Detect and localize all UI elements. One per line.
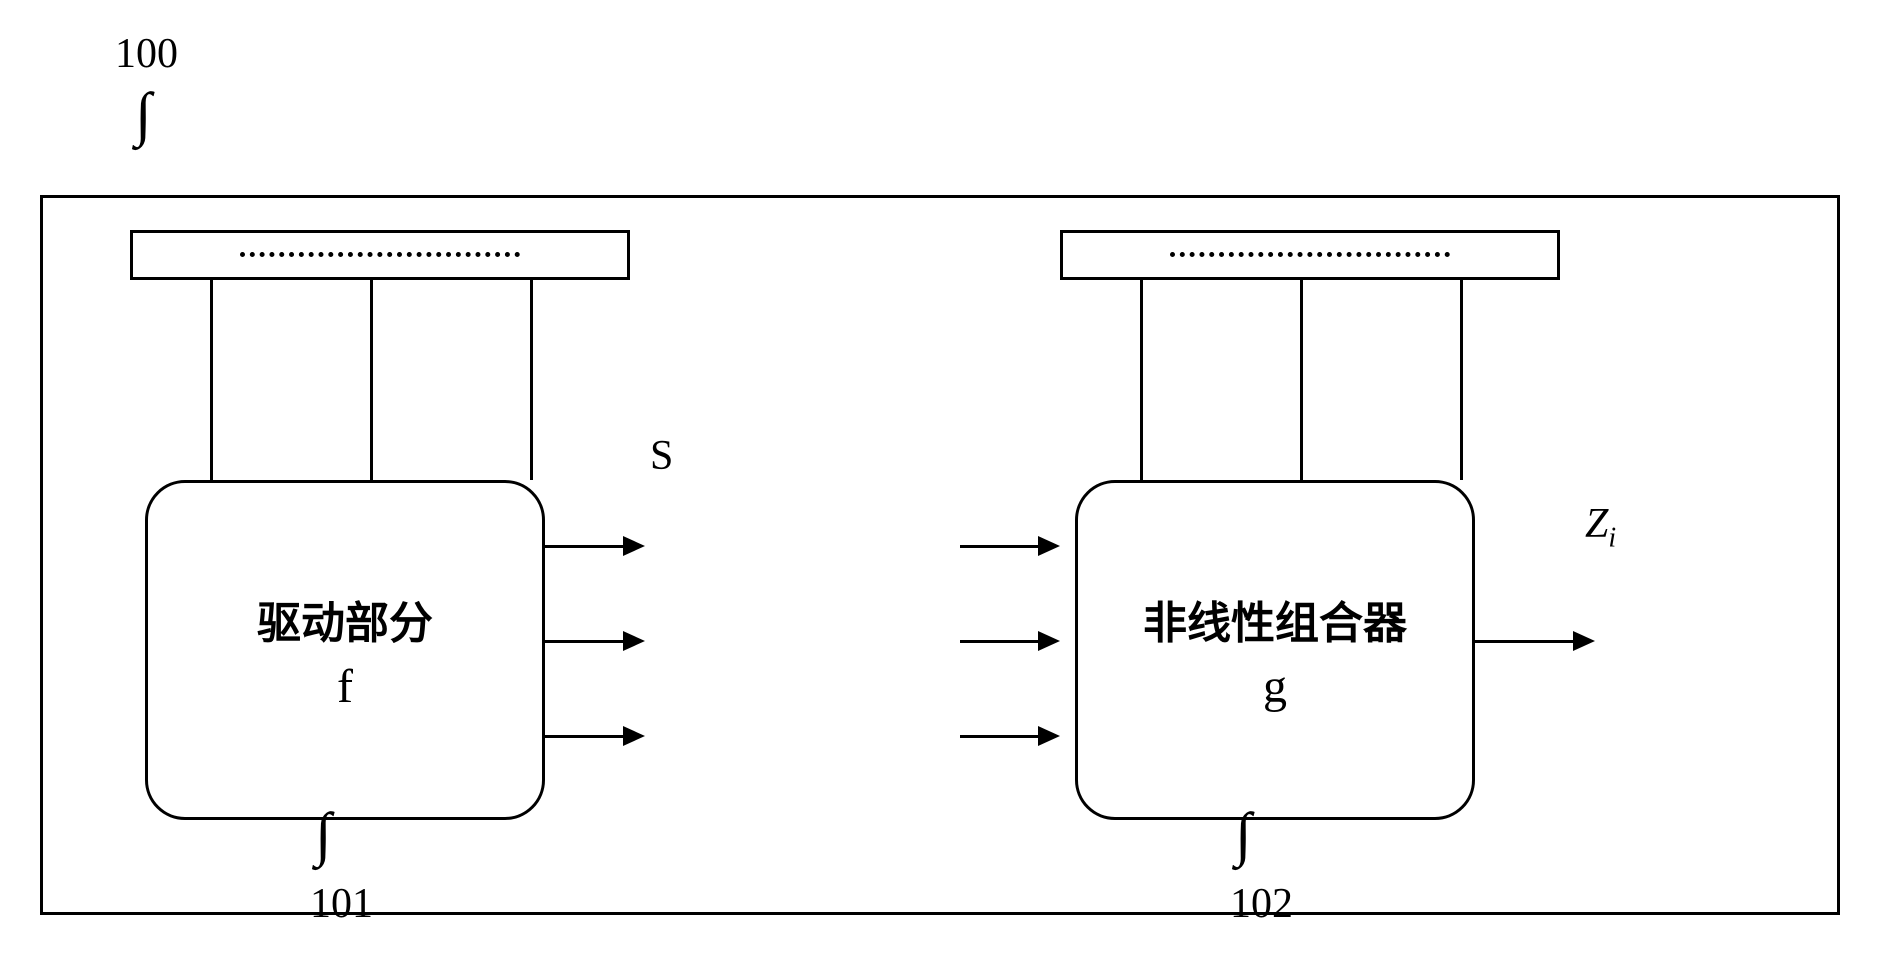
- left-register-dots: [240, 252, 520, 257]
- right-module-box: 非线性组合器 g: [1075, 480, 1475, 820]
- block-diagram: 100 ∫ 驱动部分 f S ∫ 101 非线性组合器 g Zi: [0, 0, 1888, 964]
- right-out-arrow-line: [1475, 640, 1575, 643]
- right-in-arrow-2-line: [960, 640, 1040, 643]
- main-reference-tilde: ∫: [135, 80, 151, 149]
- right-module-symbol: g: [1263, 659, 1287, 714]
- right-in-arrow-2-head: [1038, 631, 1060, 651]
- left-module-symbol: f: [337, 659, 353, 714]
- left-out-arrow-3-head: [623, 726, 645, 746]
- left-out-arrow-2-head: [623, 631, 645, 651]
- right-output-label: Zi: [1585, 500, 1616, 554]
- left-module-box: 驱动部分 f: [145, 480, 545, 820]
- right-in-arrow-3-head: [1038, 726, 1060, 746]
- right-reference-label: 102: [1230, 880, 1293, 928]
- left-module-title: 驱动部分: [257, 587, 433, 651]
- right-connector-3: [1460, 280, 1463, 480]
- right-out-arrow-head: [1573, 631, 1595, 651]
- left-out-arrow-3-line: [545, 735, 625, 738]
- left-connector-1: [210, 280, 213, 480]
- right-reference-tilde: ∫: [1235, 800, 1251, 869]
- left-reference-tilde: ∫: [315, 800, 331, 869]
- left-out-arrow-1-head: [623, 536, 645, 556]
- right-register-dots: [1170, 252, 1450, 257]
- right-module-title: 非线性组合器: [1143, 587, 1407, 651]
- left-connector-2: [370, 280, 373, 480]
- left-connector-3: [530, 280, 533, 480]
- left-out-arrow-2-line: [545, 640, 625, 643]
- right-output-label-main: Z: [1585, 501, 1608, 547]
- right-in-arrow-1-head: [1038, 536, 1060, 556]
- right-connector-1: [1140, 280, 1143, 480]
- right-in-arrow-1-line: [960, 545, 1040, 548]
- left-output-label: S: [650, 432, 673, 480]
- right-connector-2: [1300, 280, 1303, 480]
- main-reference-label: 100: [115, 30, 178, 78]
- right-output-label-sub: i: [1608, 522, 1616, 553]
- right-in-arrow-3-line: [960, 735, 1040, 738]
- left-reference-label: 101: [310, 880, 373, 928]
- left-out-arrow-1-line: [545, 545, 625, 548]
